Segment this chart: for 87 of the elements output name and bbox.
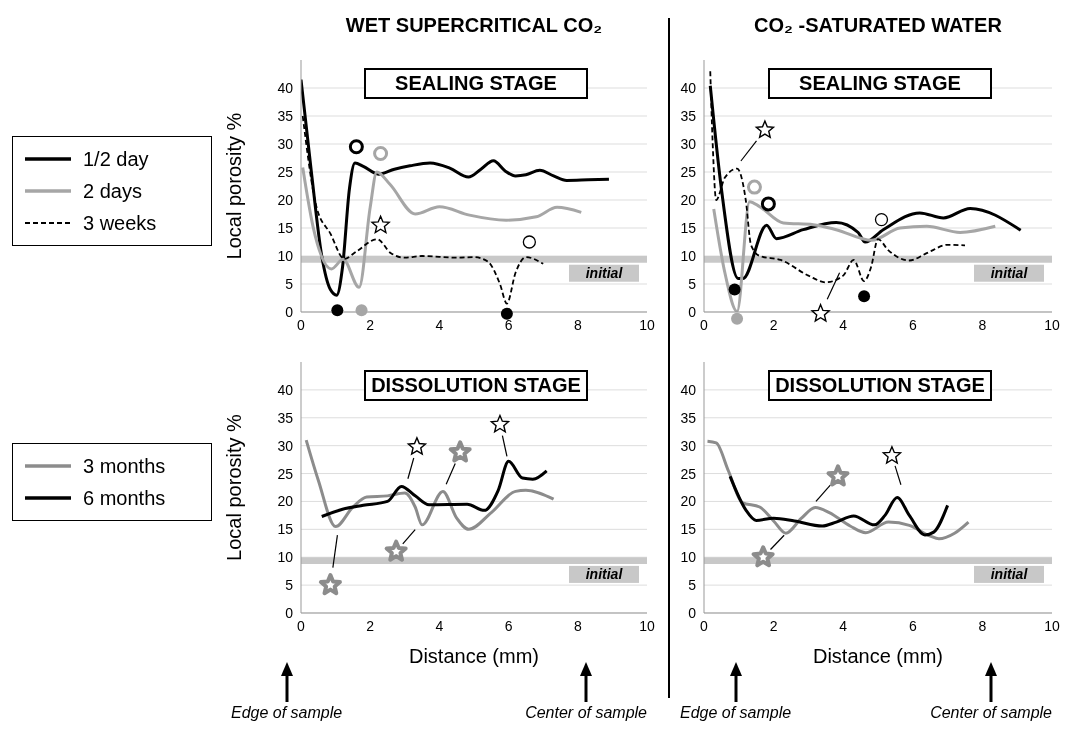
text: Edge of sample: [231, 704, 343, 722]
y-tick-label: 35: [680, 107, 697, 124]
x-axis-title: Distance (mm): [408, 645, 540, 667]
x-tick-label: 10: [1044, 617, 1060, 634]
text: Center of sample: [525, 704, 647, 722]
x-tick-label: 4: [839, 316, 848, 333]
x-tick-label: 8: [978, 316, 987, 333]
legend-label: 6 months: [83, 486, 166, 510]
line-series: [320, 459, 549, 518]
y-tick-label: 40: [680, 79, 697, 96]
x-tick-label: 0: [700, 617, 709, 634]
x-tick-label: 2: [769, 617, 778, 634]
y-tick-label: 25: [277, 465, 294, 482]
line-series: [301, 166, 583, 289]
y-tick-label: 30: [680, 135, 697, 152]
y-tick-label: 0: [688, 303, 697, 320]
y-tick-label: 35: [680, 409, 697, 426]
text: Edge of sample: [680, 704, 792, 722]
y-tick-label: 30: [277, 437, 294, 454]
x-tick-label: 8: [573, 316, 582, 333]
text: Center of sample: [930, 704, 1052, 722]
y-tick-label: 10: [277, 549, 294, 566]
y-tick-label: 35: [277, 409, 294, 426]
y-axis-title: Local porosity %: [223, 413, 246, 561]
text: SEALING STAGE: [768, 68, 992, 99]
x-tick-label: 2: [366, 617, 375, 634]
x-axis-title: Distance (mm): [812, 645, 944, 667]
y-tick-label: 10: [680, 549, 697, 566]
text: SEALING STAGE: [364, 68, 588, 99]
y-tick-label: 0: [285, 303, 294, 320]
y-tick-label: 30: [680, 437, 697, 454]
y-tick-label: 25: [277, 163, 294, 180]
y-tick-label: 15: [680, 219, 697, 236]
x-tick-label: 6: [908, 617, 917, 634]
y-tick-label: 5: [688, 275, 697, 292]
y-tick-label: 40: [680, 381, 697, 398]
y-tick-label: 20: [680, 191, 697, 208]
chart-title: CO₂ -SATURATED WATER: [753, 14, 1003, 37]
y-tick-label: 5: [285, 275, 294, 292]
x-tick-label: 4: [435, 316, 444, 333]
x-tick-label: 10: [1044, 316, 1060, 333]
x-tick-label: 6: [908, 316, 917, 333]
y-tick-label: 20: [277, 493, 294, 510]
y-tick-label: 40: [277, 79, 294, 96]
x-tick-label: 8: [978, 617, 987, 634]
y-tick-label: 5: [688, 577, 697, 594]
y-axis-title: Local porosity %: [223, 112, 246, 260]
y-tick-label: 10: [277, 247, 294, 264]
x-tick-label: 6: [504, 316, 513, 333]
y-tick-label: 0: [688, 604, 697, 621]
x-tick-label: 0: [700, 316, 709, 333]
y-tick-label: 20: [680, 493, 697, 510]
x-tick-label: 8: [573, 617, 582, 634]
y-tick-label: 35: [277, 107, 294, 124]
band-label: initial: [585, 565, 624, 582]
y-tick-label: 5: [285, 577, 294, 594]
y-tick-label: 0: [285, 604, 294, 621]
y-tick-label: 15: [277, 521, 294, 538]
y-tick-label: 40: [277, 381, 294, 398]
y-tick-label: 25: [680, 163, 697, 180]
legend-label: 3 months: [83, 454, 166, 478]
legend-label: 3 weeks: [83, 211, 157, 235]
y-tick-label: 30: [277, 135, 294, 152]
band-label: initial: [585, 264, 624, 281]
chart-title: WET SUPERCRITICAL CO₂: [344, 14, 604, 37]
text: DISSOLUTION STAGE: [768, 370, 992, 401]
text: DISSOLUTION STAGE: [364, 370, 588, 401]
y-tick-label: 15: [680, 521, 697, 538]
x-tick-label: 10: [639, 617, 655, 634]
x-tick-label: 10: [639, 316, 655, 333]
x-tick-label: 0: [297, 316, 306, 333]
x-tick-label: 0: [297, 617, 306, 634]
x-tick-label: 4: [435, 617, 444, 634]
legend-label: 2 days: [83, 179, 142, 203]
y-tick-label: 25: [680, 465, 697, 482]
line-series: [304, 438, 556, 531]
band-label: initial: [990, 565, 1029, 582]
x-tick-label: 4: [839, 617, 848, 634]
y-tick-label: 20: [277, 191, 294, 208]
legend-label: 1/2 day: [83, 147, 149, 171]
line-series: [728, 474, 950, 537]
x-tick-label: 2: [769, 316, 778, 333]
y-tick-label: 10: [680, 247, 697, 264]
y-tick-label: 15: [277, 219, 294, 236]
band-label: initial: [990, 264, 1029, 281]
x-tick-label: 2: [366, 316, 375, 333]
x-tick-label: 6: [504, 617, 513, 634]
